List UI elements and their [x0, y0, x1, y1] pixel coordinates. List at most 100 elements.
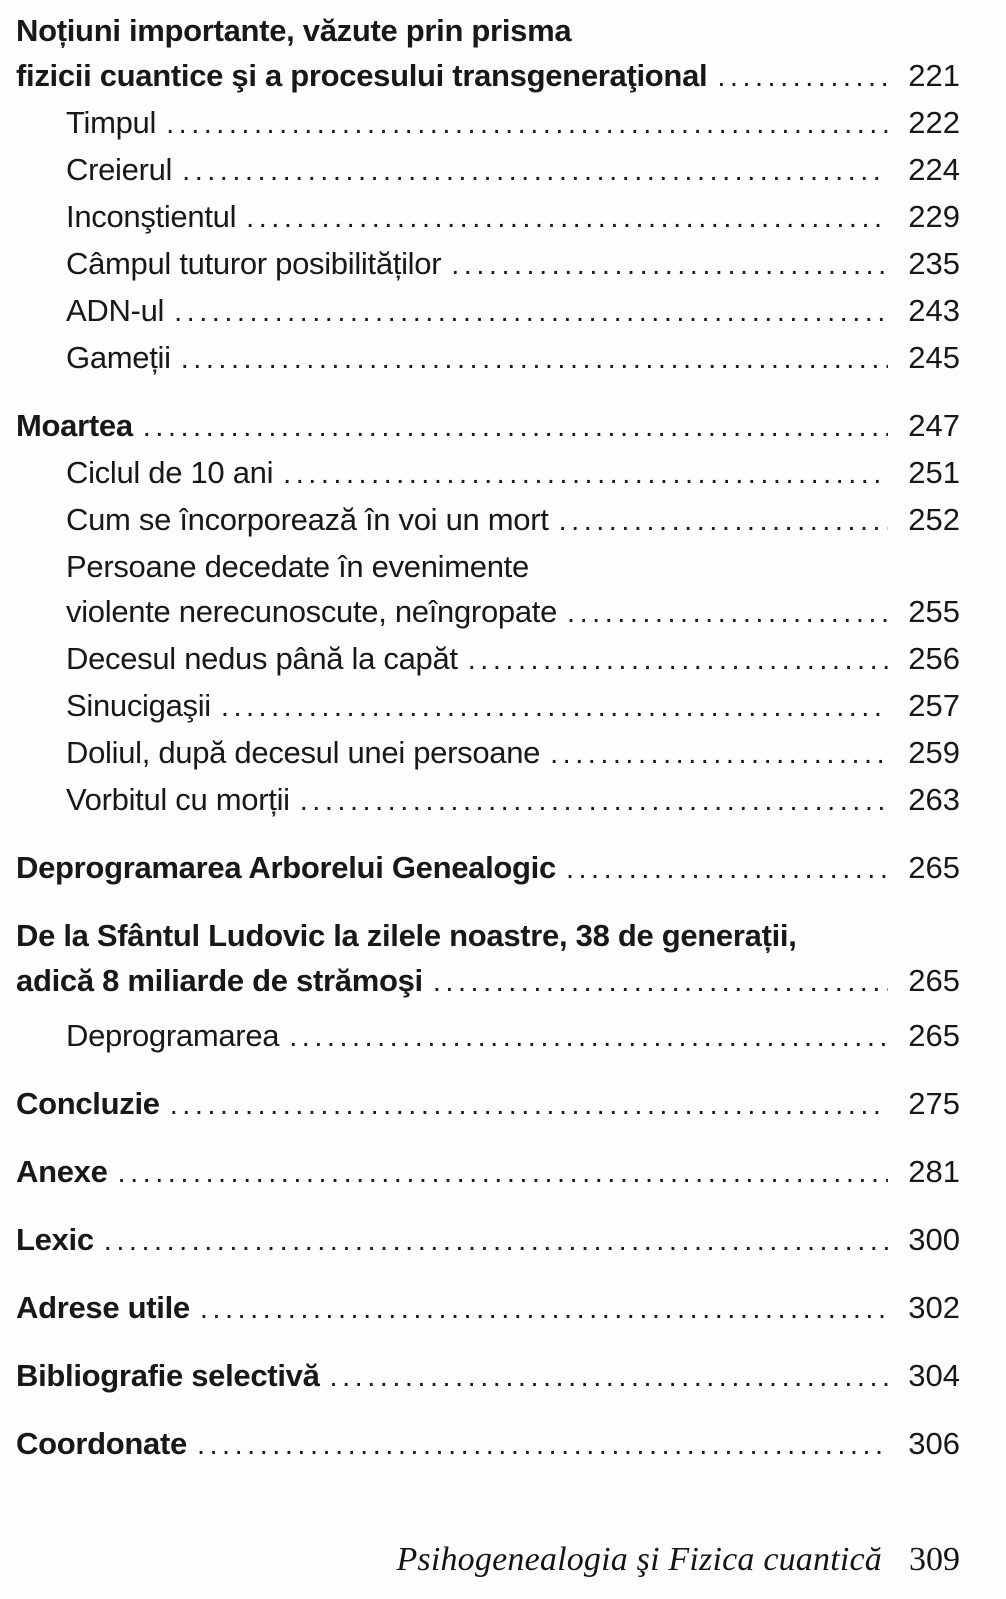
page-number: 304 — [908, 1358, 960, 1393]
footer-page-number: 309 — [909, 1541, 960, 1578]
toc-entry-title: Gameții — [66, 340, 171, 375]
toc-entry: ADN-ul 243 — [16, 288, 960, 335]
toc-entry: Coordonate 306 — [16, 1421, 960, 1468]
page-number: 281 — [908, 1154, 960, 1189]
dot-leader — [283, 450, 888, 497]
toc-entry-title: Timpul — [66, 105, 157, 140]
dot-leader — [166, 100, 888, 147]
page-number: 235 — [908, 246, 960, 281]
page-number: 243 — [908, 293, 960, 328]
toc-entry-line: Bibliografie selectivă 304 — [16, 1353, 960, 1400]
toc-entry-line: De la Sfântul Ludovic la zilele noastre,… — [16, 913, 960, 958]
page-number: 265 — [908, 850, 960, 885]
toc-entry: Anexe 281 — [16, 1149, 960, 1196]
toc-entry-line: Cum se încorporează în voi un mort 252 — [66, 497, 960, 544]
toc-entry: Ciclul de 10 ani 251 — [16, 450, 960, 497]
page-number: 257 — [908, 688, 960, 723]
toc-entry: Moartea 247 — [16, 403, 960, 450]
dot-leader — [118, 1149, 888, 1196]
dot-leader — [559, 497, 888, 544]
toc-entry-title: Doliul, după decesul unei persoane — [66, 735, 541, 770]
dot-leader — [567, 589, 888, 636]
toc-entry-title: Decesul nedus până la capăt — [66, 641, 458, 676]
dot-leader — [451, 241, 888, 288]
page-number: 251 — [908, 455, 960, 490]
toc-entry-line: fizicii cuantice şi a procesului transge… — [16, 53, 960, 100]
toc-entry-title: Câmpul tuturor posibilităților — [66, 246, 442, 281]
toc-entry-line: Gameții 245 — [66, 335, 960, 382]
toc-entry-line: Sinucigaşii 257 — [66, 683, 960, 730]
toc-entry: Decesul nedus până la capăt 256 — [16, 636, 960, 683]
toc-entry-line: Moartea 247 — [16, 403, 960, 450]
toc-entry: Adrese utile 302 — [16, 1285, 960, 1332]
page-number: 221 — [908, 58, 960, 93]
toc-entry-title: Ciclul de 10 ani — [66, 455, 274, 490]
toc-entry: Deprogramarea 265 — [16, 1013, 960, 1060]
page-number: 263 — [908, 782, 960, 817]
toc-entry-line: Decesul nedus până la capăt 256 — [66, 636, 960, 683]
toc-entry-title: Coordonate — [16, 1426, 187, 1461]
toc-entry: Deprogramarea Arborelui Genealogic 265 — [16, 845, 960, 892]
running-footer: Psihogenealogia şi Fizica cuantică 309 — [396, 1541, 960, 1579]
toc-entry-title: Deprogramarea Arborelui Genealogic — [16, 850, 556, 885]
toc-entry-title: Anexe — [16, 1154, 108, 1189]
page-number: 265 — [908, 963, 960, 998]
toc-entry-line: Noțiuni importante, văzute prin prisma — [16, 8, 960, 53]
dot-leader — [104, 1217, 888, 1264]
toc-entry-line: Anexe 281 — [16, 1149, 960, 1196]
toc-entry-title: Adrese utile — [16, 1290, 190, 1325]
dot-leader — [717, 53, 888, 100]
toc-entry-line: Deprogramarea 265 — [66, 1013, 960, 1060]
toc-entry: Timpul 222 — [16, 100, 960, 147]
page-number: 275 — [908, 1086, 960, 1121]
toc-entry-line: adică 8 miliarde de strămoşi 265 — [16, 958, 960, 1005]
toc-entry-line: Inconştientul 229 — [66, 194, 960, 241]
toc-entry: De la Sfântul Ludovic la zilele noastre,… — [16, 913, 960, 1005]
page-number: 252 — [908, 502, 960, 537]
dot-leader — [468, 636, 888, 683]
toc-entry: Bibliografie selectivă 304 — [16, 1353, 960, 1400]
toc-entry-line: Vorbitul cu morții 263 — [66, 777, 960, 824]
toc-entry-title: Inconştientul — [66, 199, 237, 234]
page-number: 255 — [908, 594, 960, 629]
toc-entry-line: Timpul 222 — [66, 100, 960, 147]
toc-entry-line: Adrese utile 302 — [16, 1285, 960, 1332]
dot-leader — [174, 288, 888, 335]
footer-book-title: Psihogenealogia şi Fizica cuantică — [396, 1541, 882, 1578]
toc-entry-line: Deprogramarea Arborelui Genealogic 265 — [16, 845, 960, 892]
toc-entry: Gameții 245 — [16, 335, 960, 382]
toc-entry-title: Deprogramarea — [66, 1018, 280, 1053]
toc-entry-title: Noțiuni importante, văzute prin prisma — [16, 13, 572, 48]
toc-entry-title: Vorbitul cu morții — [66, 782, 290, 817]
toc-entry-line: Coordonate 306 — [16, 1421, 960, 1468]
page-number: 302 — [908, 1290, 960, 1325]
toc-entry-title: Persoane decedate în evenimente — [66, 549, 529, 584]
toc-entry: Cum se încorporează în voi un mort 252 — [16, 497, 960, 544]
toc-entry-title: Moartea — [16, 408, 133, 443]
toc-entry-line: violente nerecunoscute, neîngropate 255 — [66, 589, 960, 636]
toc-entry: Persoane decedate în evenimente violente … — [16, 544, 960, 636]
toc-entry-line: Ciclul de 10 ani 251 — [66, 450, 960, 497]
toc-entry-line: Persoane decedate în evenimente — [66, 544, 960, 589]
toc-entry-title: De la Sfântul Ludovic la zilele noastre,… — [16, 918, 797, 953]
toc-entry: Concluzie 275 — [16, 1081, 960, 1128]
dot-leader — [197, 1421, 888, 1468]
table-of-contents: Noțiuni importante, văzute prin prisma fi… — [0, 0, 1006, 1468]
dot-leader — [550, 730, 888, 777]
toc-entry-title: ADN-ul — [66, 293, 165, 328]
dot-leader — [143, 403, 888, 450]
toc-entry-title: Bibliografie selectivă — [16, 1358, 320, 1393]
page-number: 265 — [908, 1018, 960, 1053]
toc-entry: Vorbitul cu morții 263 — [16, 777, 960, 824]
dot-leader — [330, 1353, 888, 1400]
page-number: 256 — [908, 641, 960, 676]
dot-leader — [182, 147, 888, 194]
toc-entry: Inconştientul 229 — [16, 194, 960, 241]
toc-entry-title: Sinucigaşii — [66, 688, 211, 723]
toc-entry-line: Creierul 224 — [66, 147, 960, 194]
toc-entry-title: fizicii cuantice şi a procesului transge… — [16, 58, 708, 93]
page-number: 229 — [908, 199, 960, 234]
toc-entry-title: Lexic — [16, 1222, 94, 1257]
toc-entry: Câmpul tuturor posibilităților 235 — [16, 241, 960, 288]
toc-entry-title: Cum se încorporează în voi un mort — [66, 502, 549, 537]
